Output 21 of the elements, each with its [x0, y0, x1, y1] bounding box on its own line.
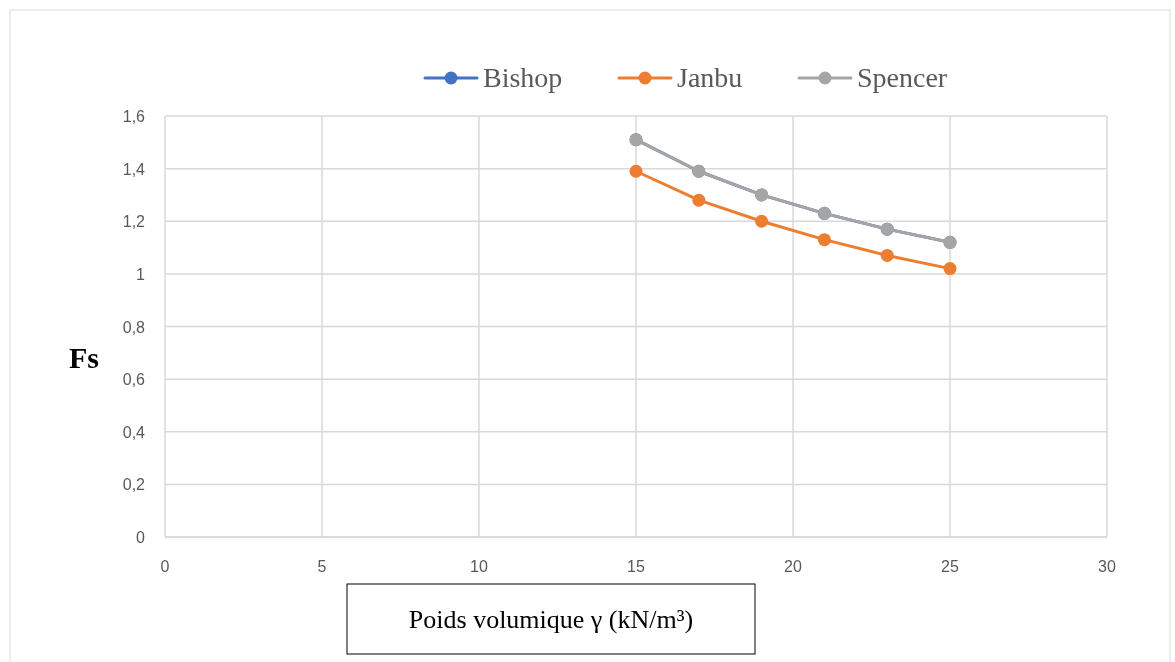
x-tick-label: 15 [627, 558, 645, 575]
y-tick-label: 0 [136, 529, 146, 546]
y-tick-label: 1 [136, 265, 146, 283]
y-tick-label: 0,2 [122, 476, 146, 494]
y-axis-title: Fs [69, 341, 99, 374]
y-tick-label: 0,6 [122, 371, 146, 389]
y-tick-label: 1,2 [122, 213, 146, 231]
y-tick-label: 1,6 [122, 108, 146, 125]
legend-label: Bishop [483, 62, 563, 93]
x-tick-label: 25 [941, 558, 959, 575]
legend-label: Janbu [677, 62, 743, 93]
x-tick-label: 5 [317, 558, 327, 575]
x-tick-label: 10 [470, 558, 488, 575]
legend-label: Spencer [857, 62, 948, 93]
x-tick-label: 20 [784, 558, 802, 575]
x-tick-label: 30 [1098, 558, 1116, 575]
x-axis-title: Poids volumique γ (kN/m³) [408, 605, 694, 634]
y-tick-label: 0,8 [122, 318, 146, 336]
y-tick-label: 0,4 [122, 423, 146, 441]
y-tick-label: 1,4 [122, 160, 146, 178]
x-tick-label: 0 [160, 558, 170, 575]
